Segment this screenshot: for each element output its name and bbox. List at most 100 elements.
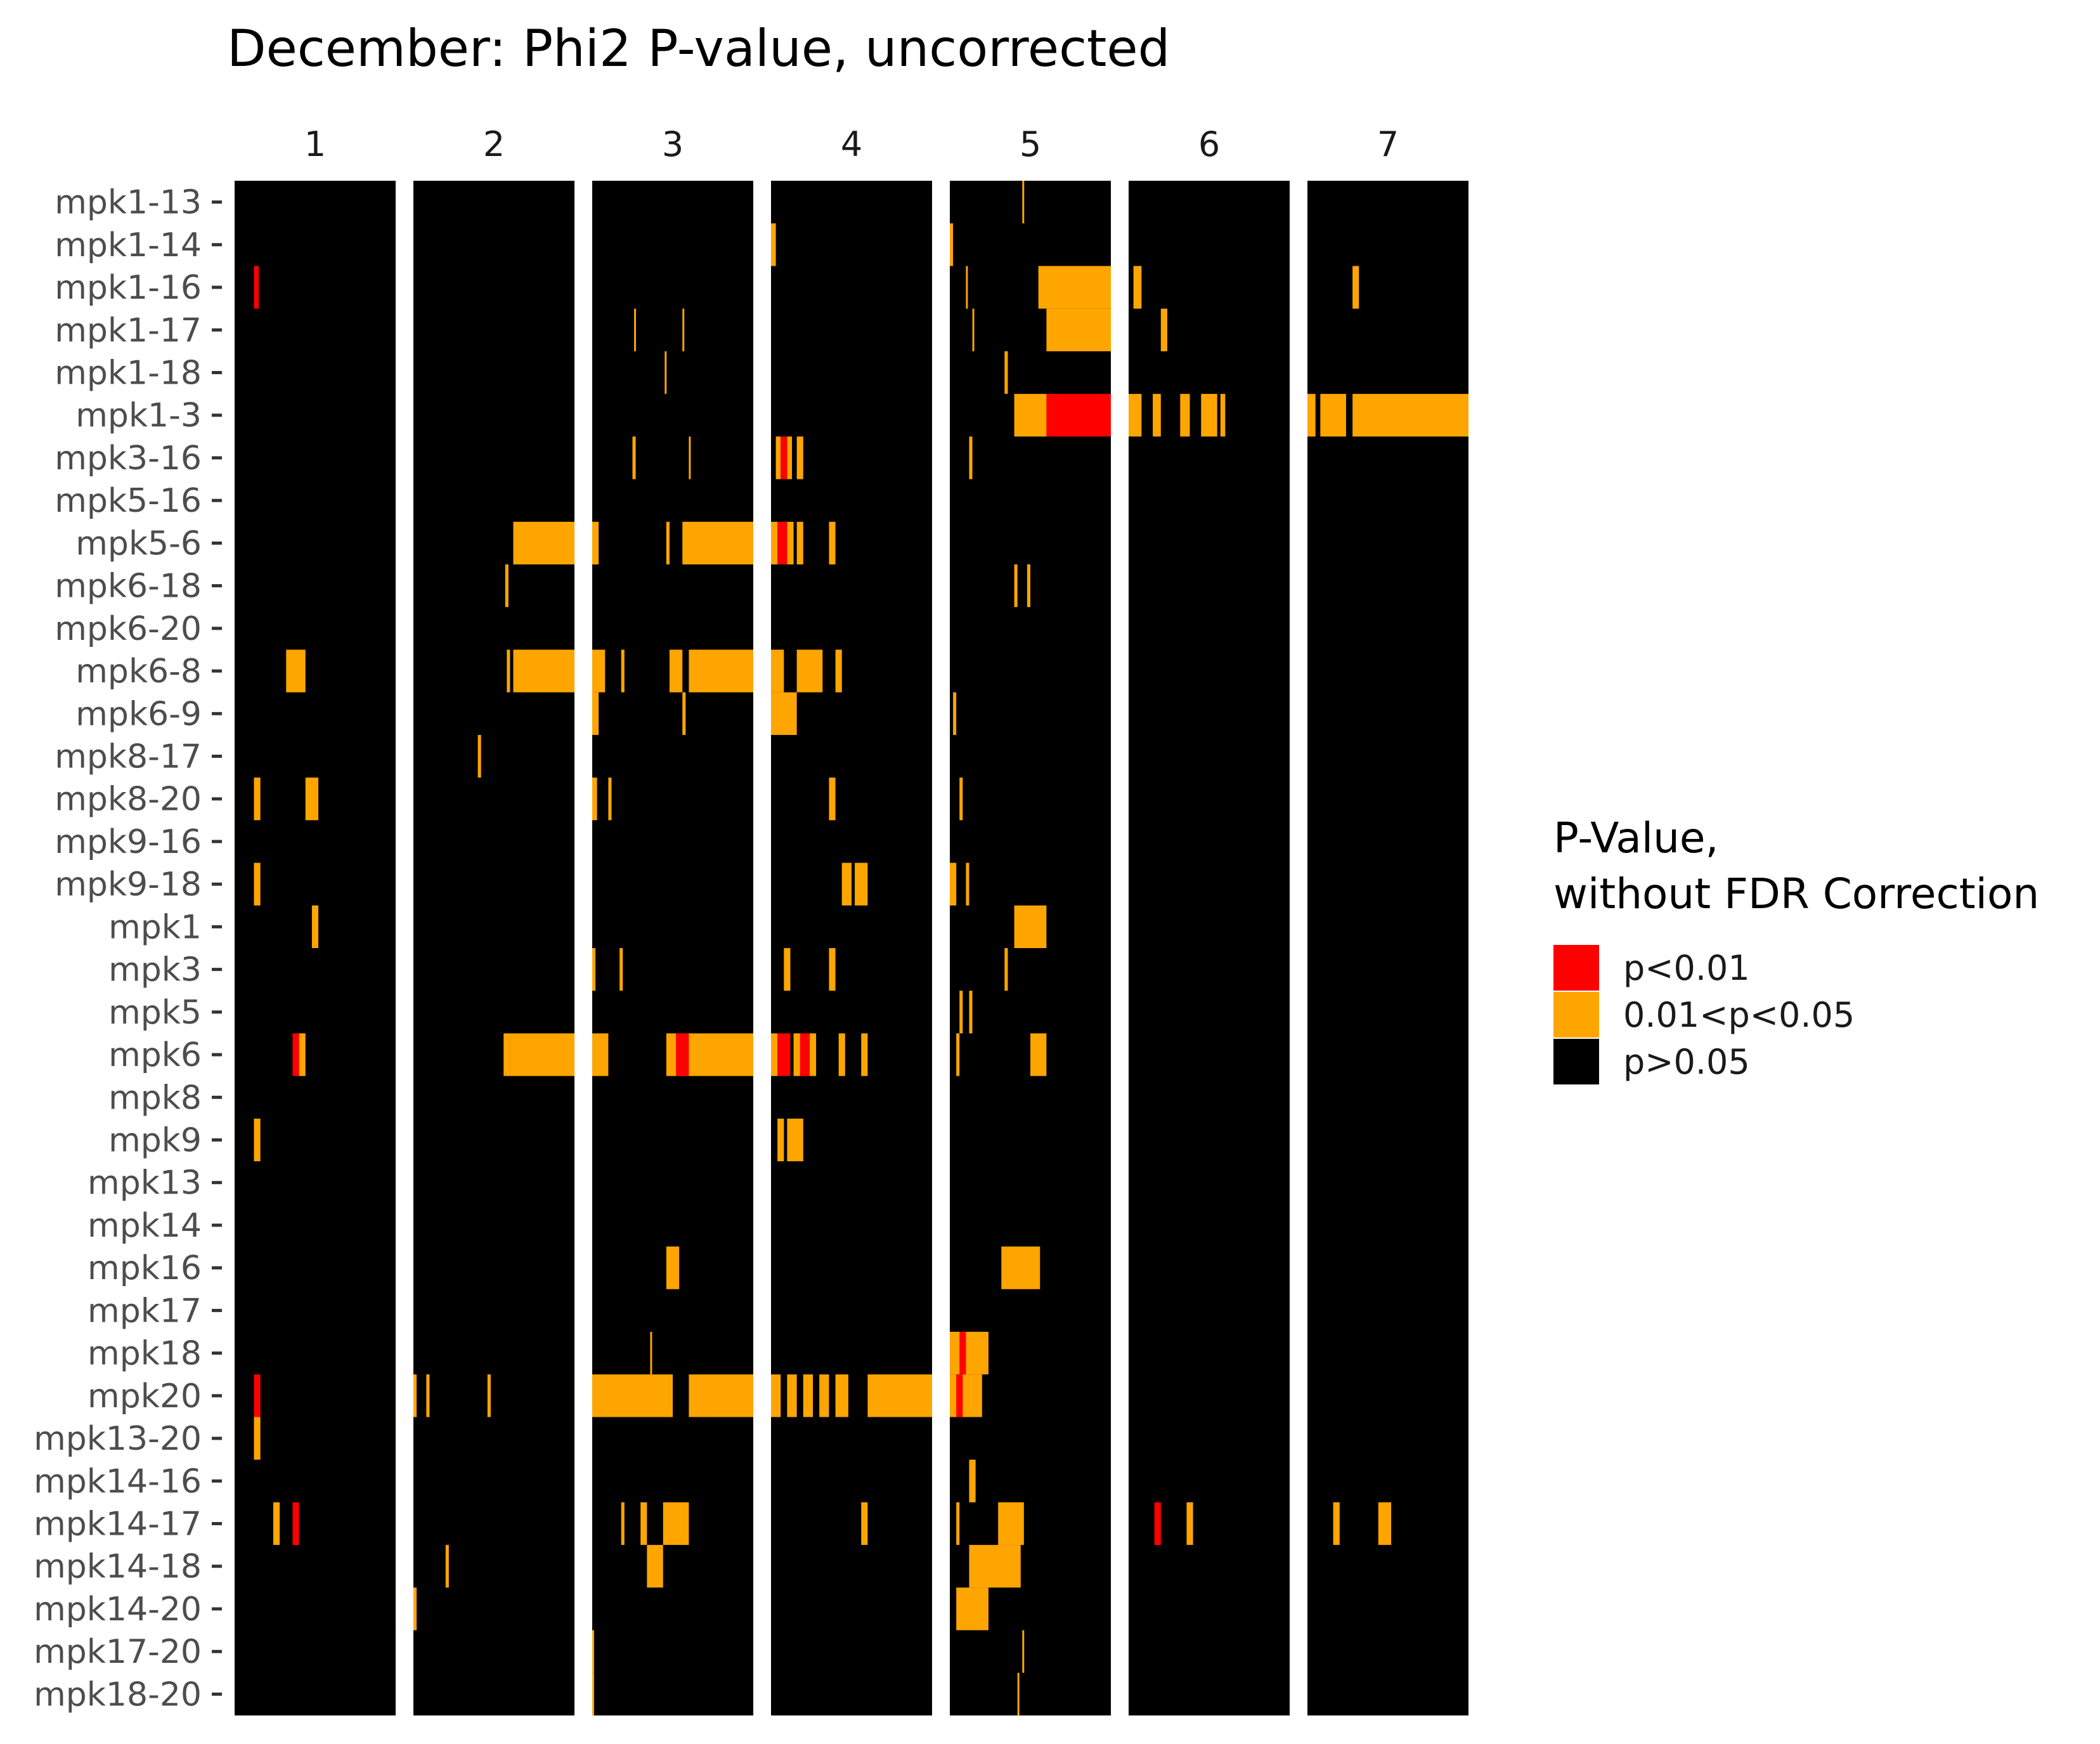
heatmap-cell xyxy=(809,1033,817,1076)
row-label-mpk14-20: mpk14-20 xyxy=(34,1591,202,1629)
heatmap-cell xyxy=(647,1545,663,1588)
heatmap-cell xyxy=(292,1033,299,1076)
heatmap-cell xyxy=(966,266,968,309)
row-label-mpk1-18: mpk1-18 xyxy=(55,355,202,393)
heatmap-cell xyxy=(771,1374,781,1417)
heatmap-cell xyxy=(689,649,753,693)
heatmap-cell xyxy=(1046,394,1111,437)
heatmap-cell xyxy=(775,436,781,479)
heatmap-cell xyxy=(796,521,803,564)
heatmap-cell xyxy=(771,1033,778,1076)
heatmap-cell xyxy=(505,564,509,608)
heatmap-cell xyxy=(666,1246,680,1289)
heatmap-cell xyxy=(1030,1033,1047,1076)
heatmap-cell xyxy=(1154,1502,1161,1546)
heatmap-cell xyxy=(771,223,776,266)
heatmap-cell xyxy=(819,1374,829,1417)
heatmap-panels xyxy=(235,181,1468,1715)
heatmap-cell xyxy=(1001,1246,1040,1289)
row-label-mpk1-14: mpk1-14 xyxy=(55,226,202,264)
heatmap-cell xyxy=(835,649,842,693)
facet-label-6: 6 xyxy=(1198,124,1220,164)
heatmap-cell xyxy=(950,862,957,906)
heatmap-cell xyxy=(286,649,306,693)
row-label-mpk13: mpk13 xyxy=(88,1164,202,1202)
facet-label-7: 7 xyxy=(1377,124,1399,164)
heatmap-cell xyxy=(689,1033,753,1076)
row-label-mpk5-6: mpk5-6 xyxy=(75,524,202,563)
facet-panel-3 xyxy=(592,181,753,1715)
row-label-mpk17: mpk17 xyxy=(88,1292,202,1330)
facet-label-1: 1 xyxy=(304,124,326,164)
heatmap-cell xyxy=(413,1374,417,1417)
row-label-mpk8: mpk8 xyxy=(108,1079,202,1117)
heatmap-cell xyxy=(969,436,973,479)
heatmap-cell xyxy=(956,1587,988,1630)
heatmap-cell xyxy=(969,1459,976,1502)
heatmap-cell xyxy=(829,948,836,991)
heatmap-cell xyxy=(592,1374,673,1417)
heatmap-cell xyxy=(1333,1502,1340,1546)
row-label-mpk1-3: mpk1-3 xyxy=(75,397,202,435)
heatmap-cell xyxy=(663,1502,689,1546)
heatmap-cell xyxy=(1027,564,1030,608)
heatmap-cell xyxy=(299,1033,306,1076)
heatmap-cell xyxy=(1201,394,1217,437)
heatmap-cell xyxy=(796,436,803,479)
heatmap-cell xyxy=(592,1630,594,1673)
row-label-mpk16: mpk16 xyxy=(88,1249,202,1287)
heatmap-cell xyxy=(781,436,788,479)
legend-swatch xyxy=(1553,945,1599,991)
heatmap-cell xyxy=(621,649,625,693)
heatmap-cell xyxy=(682,308,685,351)
legend-title-line2: without FDR Correction xyxy=(1553,869,2039,918)
heatmap-cell xyxy=(1046,308,1111,351)
heatmap-cell xyxy=(311,905,319,948)
row-label-mpk17-20: mpk17-20 xyxy=(34,1633,202,1671)
heatmap-cell xyxy=(1352,266,1359,309)
row-label-mpk1-13: mpk1-13 xyxy=(55,184,202,222)
heatmap-cell xyxy=(477,734,481,778)
heatmap-cell xyxy=(959,778,963,821)
heatmap-cell xyxy=(1022,1630,1025,1673)
heatmap-cell xyxy=(254,1374,261,1417)
facet-panel-4 xyxy=(771,181,932,1715)
heatmap-cell xyxy=(1378,1502,1392,1546)
legend-title-line1: P-Value, xyxy=(1553,814,1719,862)
heatmap-cell xyxy=(1038,266,1111,309)
heatmap-cell xyxy=(777,521,788,564)
row-label-mpk8-20: mpk8-20 xyxy=(55,781,202,819)
row-label-mpk20: mpk20 xyxy=(88,1377,202,1415)
row-label-mpk1: mpk1 xyxy=(108,908,202,946)
heatmap-cell xyxy=(513,521,574,564)
heatmap-cell xyxy=(1129,394,1142,437)
heatmap-cell xyxy=(682,692,686,735)
heatmap-cell xyxy=(273,1502,280,1546)
heatmap-cell xyxy=(592,948,596,991)
heatmap-cell xyxy=(1180,394,1190,437)
heatmap-cell xyxy=(254,862,261,906)
facet-label-2: 2 xyxy=(483,124,505,164)
heatmap-cell xyxy=(1160,308,1167,351)
heatmap-cell xyxy=(1133,266,1142,309)
heatmap-cell xyxy=(592,1672,594,1715)
heatmap-cell xyxy=(426,1374,430,1417)
heatmap-cell xyxy=(669,649,683,693)
heatmap-cell xyxy=(800,1033,810,1076)
heatmap-cell xyxy=(664,351,667,394)
heatmap-cell xyxy=(829,521,836,564)
row-label-mpk1-16: mpk1-16 xyxy=(55,269,202,307)
heatmap-cell xyxy=(861,1033,868,1076)
heatmap-cell xyxy=(621,1502,625,1546)
row-label-mpk6: mpk6 xyxy=(108,1036,202,1074)
row-label-mpk3: mpk3 xyxy=(108,951,202,989)
heatmap-cell xyxy=(254,1417,261,1460)
heatmap-cell xyxy=(608,778,612,821)
heatmap-cell xyxy=(666,521,670,564)
row-labels: mpk1-13 mpk1-14 mpk1-16 mpk1-17 mpk1-18 mpk1-… xyxy=(34,184,222,1714)
heatmap-cell xyxy=(972,308,975,351)
heatmap-cell xyxy=(487,1374,491,1417)
legend: P-Value, without FDR Correction p<0.01 0.… xyxy=(1553,814,2039,1084)
heatmap-cell xyxy=(682,521,753,564)
heatmap-cell xyxy=(592,1033,609,1076)
